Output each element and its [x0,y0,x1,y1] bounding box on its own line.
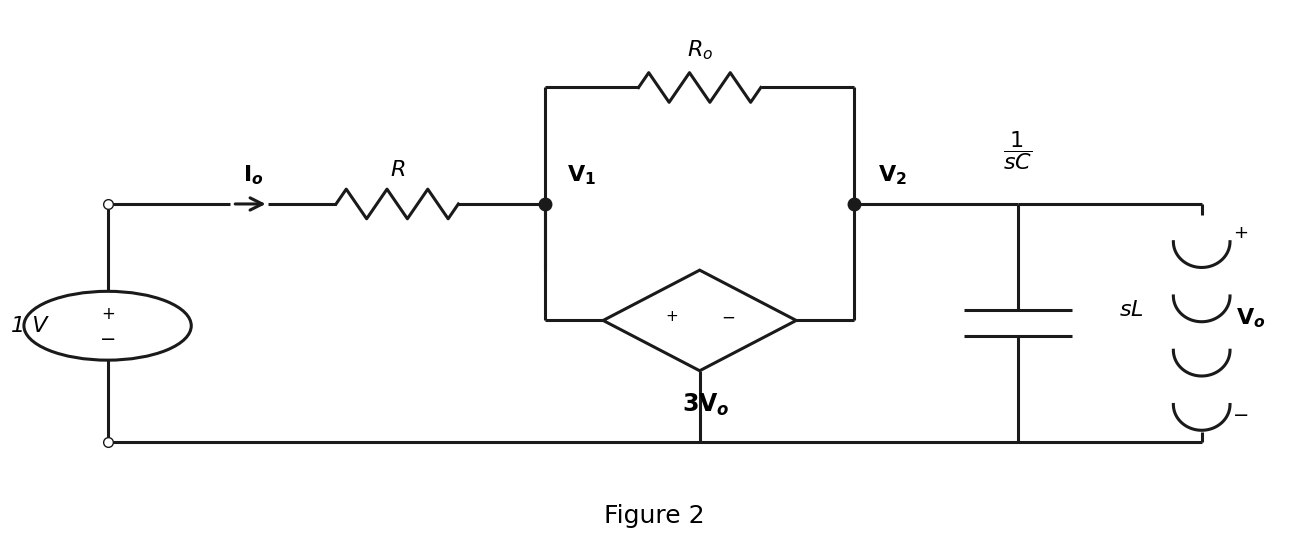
Text: $-$: $-$ [99,328,116,347]
Text: $\mathit{R}$: $\mathit{R}$ [389,159,405,180]
Text: $\mathbf{I}_{\bfit{o}}$: $\mathbf{I}_{\bfit{o}}$ [243,163,263,187]
Text: Figure 2: Figure 2 [605,505,705,529]
Text: $\dfrac{1}{sC}$: $\dfrac{1}{sC}$ [1003,129,1032,172]
Text: $\mathit{sL}$: $\mathit{sL}$ [1119,300,1144,320]
Text: $\mathbf{3V}_{\bfit{o}}$: $\mathbf{3V}_{\bfit{o}}$ [683,392,730,418]
Text: $\mathbf{V}_\mathbf{2}$: $\mathbf{V}_\mathbf{2}$ [878,163,907,187]
Text: $-$: $-$ [721,307,735,325]
Text: $+$: $+$ [1233,224,1248,242]
Text: $+$: $+$ [665,309,678,324]
Text: $+$: $+$ [100,305,114,323]
Text: $\mathbf{V}_\mathbf{1}$: $\mathbf{V}_\mathbf{1}$ [567,163,596,187]
Text: $\mathit{R}_{\mathit{o}}$: $\mathit{R}_{\mathit{o}}$ [687,39,713,62]
Text: $\mathbf{V}_{\bfit{o}}$: $\mathbf{V}_{\bfit{o}}$ [1236,306,1266,330]
Text: 1 V: 1 V [10,316,47,336]
Text: $-$: $-$ [1232,403,1249,423]
